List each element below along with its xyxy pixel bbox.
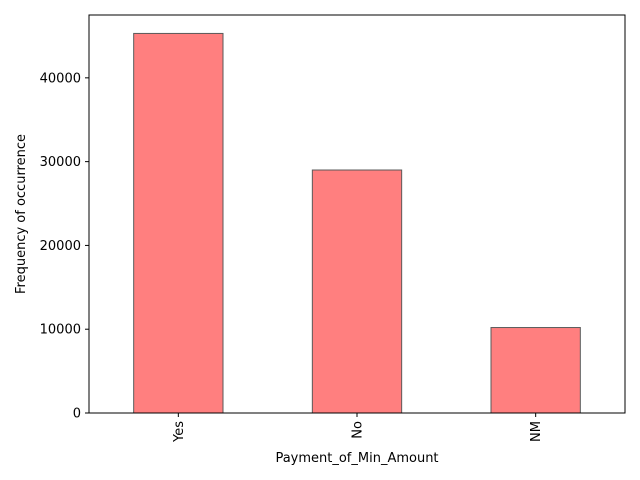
x-tick-label-nm: NM: [529, 421, 544, 442]
plot-frame: [88, 14, 626, 414]
bar-nm: [490, 327, 581, 414]
x-tick-label-no: No: [351, 421, 366, 439]
bar-no: [311, 169, 403, 414]
y-tick-label-10000: 10000: [40, 323, 81, 338]
y-tick-label-0: 0: [73, 407, 81, 422]
x-axis-ticks: Yes No NM: [172, 413, 544, 443]
x-tick-label-yes: Yes: [172, 421, 187, 443]
y-tick-label-40000: 40000: [40, 71, 81, 86]
x-axis-label: Payment_of_Min_Amount: [275, 451, 438, 466]
y-axis-label: Frequency of occurrence: [14, 134, 29, 294]
y-tick-label-20000: 20000: [40, 239, 81, 254]
y-tick-label-30000: 30000: [40, 155, 81, 170]
bar-yes: [133, 32, 224, 414]
y-axis-ticks: 0 10000 20000 30000 40000: [40, 71, 89, 422]
bars-layer: [133, 32, 581, 414]
